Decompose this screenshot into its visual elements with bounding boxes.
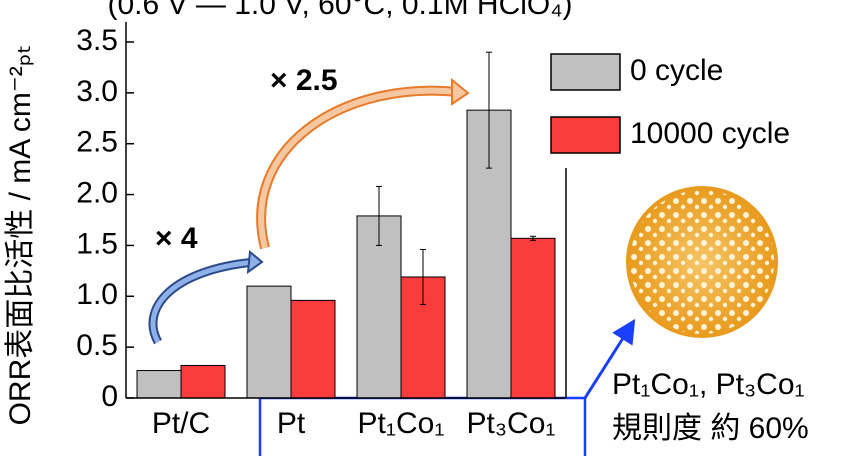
annotation: × 2.5 bbox=[270, 64, 338, 97]
y-tick-label: 2.0 bbox=[76, 176, 118, 209]
y-axis-label: ORR表面比活性 / mA cm⁻²ₚₜ bbox=[4, 45, 37, 426]
y-tick-label: 3.5 bbox=[76, 24, 118, 57]
y-tick-label: 1.5 bbox=[76, 227, 118, 260]
bar bbox=[137, 371, 181, 398]
bar bbox=[511, 238, 555, 398]
bar bbox=[247, 286, 291, 398]
y-tick-label: 2.5 bbox=[76, 126, 118, 159]
x-tick-label: Pt₁Co₁ bbox=[358, 407, 445, 440]
arrow-head bbox=[452, 80, 468, 104]
annotation: × 4 bbox=[155, 222, 198, 255]
x-tick-label: Pt₃Co₁ bbox=[466, 407, 555, 440]
annotation: Pt₁Co₁, Pt₃Co₁ bbox=[612, 368, 805, 401]
arrow-x4-inner bbox=[153, 262, 255, 342]
annotation: 規則度 約 60% bbox=[612, 412, 809, 445]
subtitle: (0.6 V — 1.0 V, 60°C, 0.1M HClO₄) bbox=[108, 0, 573, 21]
bar bbox=[181, 365, 225, 398]
bar bbox=[291, 300, 335, 398]
x-tick-label: Pt/C bbox=[152, 407, 210, 440]
nanoparticle-texture bbox=[630, 190, 774, 334]
arrow-head bbox=[248, 252, 262, 272]
legend-label: 0 cycle bbox=[630, 54, 723, 87]
legend-swatch bbox=[551, 54, 620, 90]
y-tick-label: 3.0 bbox=[76, 75, 118, 108]
legend-swatch bbox=[551, 117, 620, 153]
chart: (0.6 V — 1.0 V, 60°C, 0.1M HClO₄) ORR表面比… bbox=[0, 0, 852, 456]
y-tick-label: 1.0 bbox=[76, 278, 118, 311]
x-tick-label: Pt bbox=[277, 407, 306, 440]
legend-label: 10000 cycle bbox=[630, 117, 790, 150]
y-tick-label: 0 bbox=[101, 380, 118, 413]
y-tick-label: 0.5 bbox=[76, 329, 118, 362]
